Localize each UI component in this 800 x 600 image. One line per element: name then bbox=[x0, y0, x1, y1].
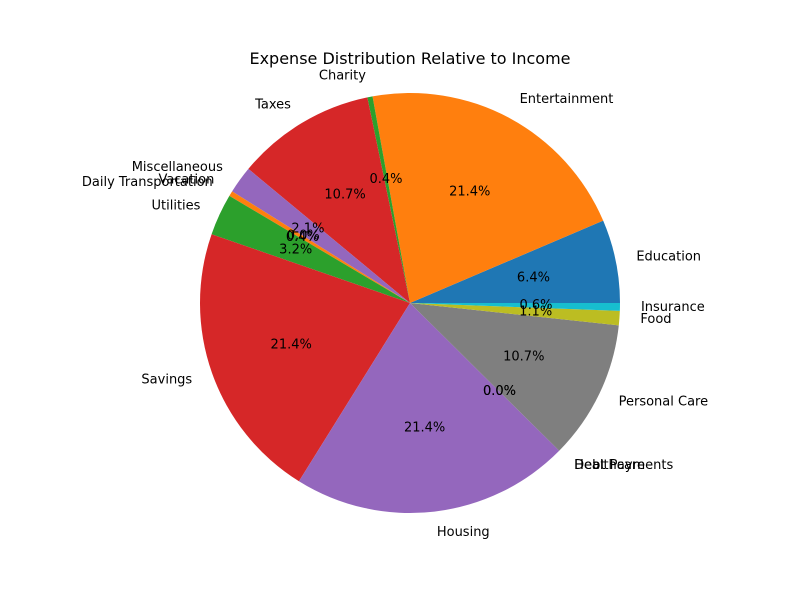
slice-label-insurance: Insurance bbox=[641, 300, 705, 315]
pie-slice-savings bbox=[200, 234, 410, 482]
slice-label-debt-payments: Debt Payments bbox=[574, 458, 673, 473]
pie-slice-food bbox=[410, 303, 620, 326]
percent-label-miscellaneous: 2.1% bbox=[291, 222, 324, 237]
percent-label-education: 6.4% bbox=[517, 270, 550, 285]
pie-slice-utilities bbox=[211, 195, 410, 303]
pie-slices bbox=[200, 92, 620, 513]
percent-label-entertainment: 21.4% bbox=[449, 185, 490, 200]
pie-slice-housing bbox=[298, 303, 560, 513]
percent-label-savings: 21.4% bbox=[271, 338, 312, 353]
percent-label-daily-transportation: 0.4% bbox=[286, 230, 319, 245]
percent-label-personal-care: 10.7% bbox=[503, 350, 544, 365]
slice-label-housing: Housing bbox=[437, 525, 490, 540]
slice-label-personal-care: Personal Care bbox=[619, 395, 709, 410]
slice-labels: Education Entertainment Charity Taxes Miscel… bbox=[82, 69, 708, 540]
percent-label-food: 1.1% bbox=[519, 305, 552, 320]
pie-slice-daily-transportation bbox=[229, 191, 410, 303]
pie-slice-charity bbox=[367, 96, 410, 303]
percent-label-debt-payments: 0.0% bbox=[483, 384, 516, 399]
percent-label-healthcare: 0.0% bbox=[483, 384, 516, 399]
percent-label-utilities: 3.2% bbox=[279, 242, 312, 257]
slice-label-vacation: Vacation bbox=[158, 173, 214, 188]
slice-label-education: Education bbox=[636, 249, 701, 264]
slice-label-charity: Charity bbox=[319, 69, 366, 84]
pie-slice-insurance bbox=[410, 303, 620, 311]
slice-label-taxes: Taxes bbox=[254, 98, 291, 113]
slice-label-food: Food bbox=[640, 312, 671, 327]
pie-slice-miscellaneous bbox=[232, 168, 410, 303]
slice-label-utilities: Utilities bbox=[152, 198, 201, 213]
percent-label-vacation: 0.0% bbox=[287, 229, 320, 244]
slice-label-savings: Savings bbox=[141, 373, 192, 388]
pie-slice-personal-care bbox=[410, 303, 619, 451]
percent-label-taxes: 10.7% bbox=[324, 188, 365, 203]
pie-slice-taxes bbox=[248, 97, 410, 304]
percent-labels: 6.4%21.4%0.4%10.7%2.1%0.0%0.4%3.2%21.4%2… bbox=[271, 172, 553, 436]
percent-label-housing: 21.4% bbox=[404, 421, 445, 436]
slice-label-entertainment: Entertainment bbox=[520, 92, 614, 107]
percent-label-charity: 0.4% bbox=[369, 172, 402, 187]
slice-label-daily-transportation: Daily Transportation bbox=[82, 175, 213, 190]
chart-title: Expense Distribution Relative to Income bbox=[249, 49, 570, 68]
pie-slice-entertainment bbox=[372, 92, 604, 303]
percent-label-insurance: 0.6% bbox=[519, 298, 552, 313]
pie-slice-education bbox=[410, 220, 620, 303]
slice-label-miscellaneous: Miscellaneous bbox=[132, 160, 223, 175]
slice-label-healthcare: Healthcare bbox=[574, 458, 645, 473]
